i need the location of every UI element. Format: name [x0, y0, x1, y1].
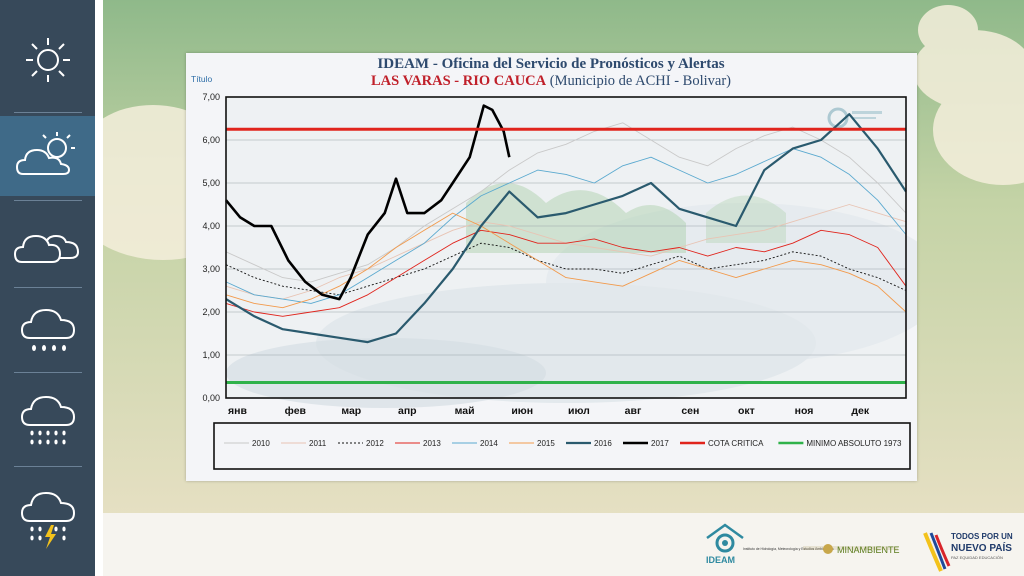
- ideam-caption: Instituto de Hidrología, Meteorología y …: [743, 547, 834, 551]
- todos-line2: NUEVO PAÍS: [951, 541, 1012, 554]
- y-tick-label: 0,00: [202, 393, 220, 403]
- cloud-sun-icon: [15, 132, 75, 175]
- legend-label: 2017: [651, 439, 669, 448]
- footer-logos: IDEAM Instituto de Hidrología, Meteorolo…: [706, 523, 1013, 572]
- series-line-2017: [224, 104, 511, 301]
- cloud-rain-icon: [20, 395, 75, 445]
- x-tick-label: дек: [851, 405, 870, 417]
- x-tick-label: окт: [738, 405, 755, 417]
- x-tick-label: сен: [681, 405, 699, 417]
- legend-label: 2011: [309, 439, 327, 448]
- x-tick-label: мар: [341, 405, 361, 417]
- sidebar-item-clouds[interactable]: [0, 200, 95, 284]
- legend-label: 2014: [480, 439, 498, 448]
- todos-line1: TODOS POR UN: [951, 532, 1013, 541]
- series-line-2010: [225, 122, 907, 283]
- plot-border: [225, 96, 907, 399]
- minambiente-text: MINAMBIENTE: [837, 545, 900, 555]
- legend-box: [213, 422, 911, 470]
- chart-panel: IDEAM - Oficina del Servicio de Pronósti…: [186, 53, 917, 481]
- legend-label: 2010: [252, 439, 270, 448]
- x-tick-label: ноя: [795, 405, 814, 417]
- legend-label: COTA CRITICA: [708, 439, 764, 448]
- todos-por-un-nuevo-pais-logo: TODOS POR UN NUEVO PAÍS PAZ EQUIDAD EDUC…: [923, 532, 1013, 572]
- coat-of-arms-icon: [823, 544, 833, 554]
- legend: 2010 2011 2012 2013 2014 2015 2016 2017 COTA CRI…: [224, 439, 902, 448]
- y-axis: 0,00 1,00 2,00 3,00 4,00 5,00 6,00 7,00: [202, 92, 220, 403]
- sun-icon: [25, 38, 70, 82]
- x-tick-label: июн: [511, 405, 533, 417]
- sidebar-item-sun[interactable]: [0, 18, 95, 102]
- sidebar-item-cloud-rain[interactable]: [0, 378, 95, 462]
- chart: IDEAM - Oficina del Servicio de Pronósti…: [191, 56, 917, 470]
- y-tick-label: 5,00: [202, 178, 220, 188]
- y-tick-label: 1,00: [202, 350, 220, 360]
- cloud-drizzle-icon: [20, 308, 75, 351]
- y-tick-label: 7,00: [202, 92, 220, 102]
- ideam-watermark-icon: [827, 107, 882, 129]
- x-tick-label: июл: [568, 405, 590, 417]
- plot-background: [226, 97, 917, 408]
- x-tick-label: янв: [228, 405, 247, 417]
- y-tick-label: 4,00: [202, 221, 220, 231]
- series-line-2016: [225, 113, 907, 344]
- ideam-logo-text: IDEAM: [706, 555, 735, 565]
- sidebar-item-cloud-drizzle[interactable]: [0, 288, 95, 372]
- todos-line3: PAZ EQUIDAD EDUCACIÓN: [951, 555, 1003, 560]
- legend-label: 2016: [594, 439, 612, 448]
- footer: IDEAM Instituto de Hidrología, Meteorolo…: [103, 513, 1024, 576]
- x-tick-label: фев: [285, 405, 307, 417]
- series: [224, 104, 907, 384]
- legend-label: MINIMO ABSOLUTO 1973: [806, 439, 902, 448]
- series-line-2012: [225, 242, 907, 296]
- series-line-2013: [225, 229, 907, 317]
- grid: [226, 139, 906, 356]
- y-tick-label: 6,00: [202, 135, 220, 145]
- chart-subtitle-location: (Municipio de ACHI - Bolivar): [546, 73, 731, 89]
- minambiente-logo: MINAMBIENTE: [803, 544, 900, 555]
- chart-subtitle-station: LAS VARAS - RIO CAUCA: [371, 73, 547, 89]
- series-line-2015: [225, 212, 907, 313]
- legend-label: 2013: [423, 439, 441, 448]
- y-axis-label: Título: [191, 74, 213, 84]
- sidebar: [0, 0, 95, 576]
- sidebar-item-cloud-sun[interactable]: [0, 116, 95, 196]
- x-axis: янв фев мар апр май июн июл авг сен окт ноя дек: [228, 405, 870, 417]
- x-tick-label: апр: [398, 405, 417, 417]
- y-tick-label: 2,00: [202, 307, 220, 317]
- cloud-storm-icon: [20, 491, 75, 549]
- x-tick-label: авг: [625, 405, 642, 417]
- y-tick-label: 3,00: [202, 264, 220, 274]
- clouds-icon: [13, 234, 79, 263]
- sidebar-item-cloud-storm[interactable]: [0, 478, 95, 562]
- legend-label: 2015: [537, 439, 555, 448]
- x-tick-label: май: [455, 405, 475, 417]
- ideam-logo: IDEAM Instituto de Hidrología, Meteorolo…: [706, 523, 834, 565]
- chart-title: IDEAM - Oficina del Servicio de Pronósti…: [377, 56, 724, 72]
- chart-subtitle: LAS VARAS - RIO CAUCA (Municipio de ACHI…: [371, 73, 731, 89]
- legend-label: 2012: [366, 439, 384, 448]
